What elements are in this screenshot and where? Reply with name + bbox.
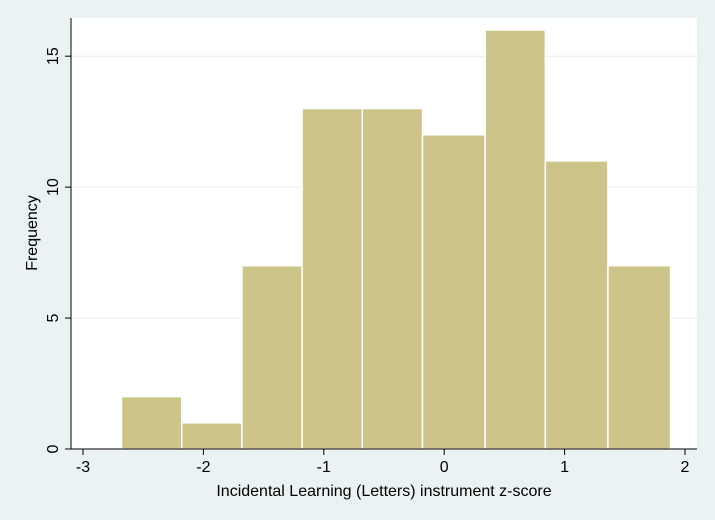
y-tick-label: 15 — [45, 47, 62, 65]
x-tick-label: -2 — [196, 459, 210, 476]
x-tick-label: -3 — [76, 459, 90, 476]
histogram-bar — [120, 395, 183, 450]
histogram-bar — [301, 107, 364, 450]
y-axis-title: Frequency — [24, 195, 41, 271]
x-axis-title: Incidental Learning (Letters) instrument… — [216, 483, 551, 500]
y-tick-label: 5 — [45, 314, 62, 323]
bars — [120, 29, 672, 450]
histogram-bar — [544, 160, 609, 450]
axes — [70, 18, 697, 450]
y-tick-label: 0 — [45, 444, 62, 453]
histogram-bar — [607, 264, 672, 450]
y-tick-label: 10 — [45, 178, 62, 196]
histogram-bar — [361, 107, 424, 450]
histogram-bar — [421, 134, 486, 450]
ticks: 0 5 10 15 -3 -2 -1 0 1 2 — [45, 47, 690, 476]
histogram-bar — [180, 422, 243, 450]
x-tick-label: -1 — [317, 459, 331, 476]
x-tick-label: 0 — [440, 459, 449, 476]
x-tick-label: 1 — [560, 459, 569, 476]
histogram-bar — [241, 264, 303, 450]
x-tick-label: 2 — [681, 459, 690, 476]
histogram-bar — [484, 29, 547, 450]
